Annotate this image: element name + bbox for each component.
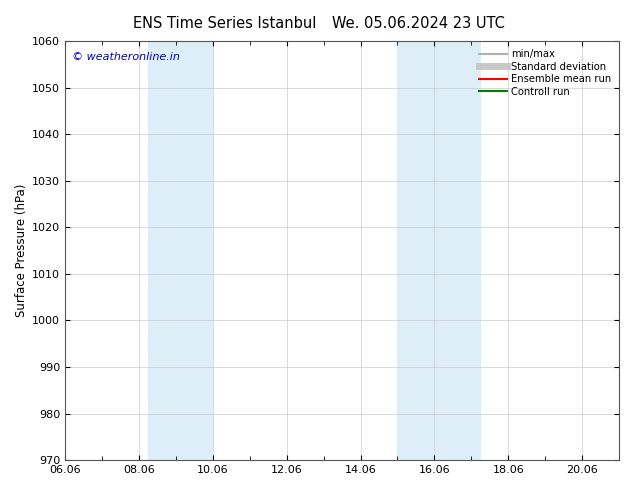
Text: We. 05.06.2024 23 UTC: We. 05.06.2024 23 UTC	[332, 16, 505, 31]
Y-axis label: Surface Pressure (hPa): Surface Pressure (hPa)	[15, 184, 28, 318]
Bar	[148, 41, 213, 460]
Text: ENS Time Series Istanbul: ENS Time Series Istanbul	[133, 16, 317, 31]
Bar	[398, 41, 481, 460]
Legend: min/max, Standard deviation, Ensemble mean run, Controll run: min/max, Standard deviation, Ensemble me…	[476, 46, 614, 99]
Text: © weatheronline.in: © weatheronline.in	[72, 51, 179, 62]
